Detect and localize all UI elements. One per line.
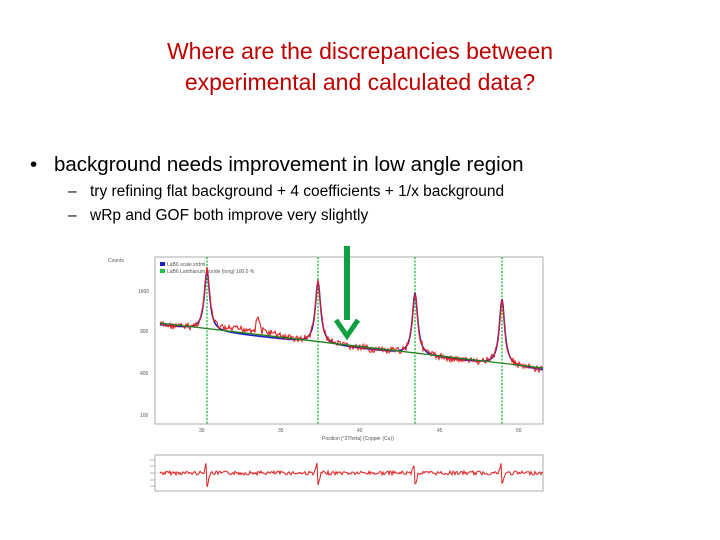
legend-swatch-observed xyxy=(160,262,165,266)
x-tick-label: 35 xyxy=(278,428,284,434)
background-line xyxy=(159,322,544,369)
bullet-text: background needs improvement in low angl… xyxy=(54,153,524,176)
sub-item-1: – try refining flat background + 4 coeffi… xyxy=(68,183,504,201)
title-line-2: experimental and calculated data? xyxy=(184,69,536,95)
y-axis-label: Counts xyxy=(108,258,124,264)
y-tick-label: 100 xyxy=(140,413,149,419)
sub-item-1-text: try refining flat background + 4 coeffic… xyxy=(90,183,505,200)
dash-icon: – xyxy=(68,183,77,200)
x-tick-label: 40 xyxy=(357,428,363,434)
x-tick-label: 45 xyxy=(437,428,443,434)
x-tick-label: 30 xyxy=(199,428,205,434)
sub-item-2: – wRp and GOF both improve very slightly xyxy=(68,207,368,225)
y-tick-label: 900 xyxy=(140,329,149,335)
difference-curve-line xyxy=(159,462,544,488)
y-tick-label: 1600 xyxy=(138,289,149,295)
residual-y-ticks xyxy=(150,459,155,487)
title-line-1: Where are the discrepancies between xyxy=(166,38,554,64)
sub-item-2-text: wRp and GOF both improve very slightly xyxy=(90,207,369,224)
dash-icon: – xyxy=(68,207,77,224)
legend-entry-2: LaB6 Lanthanum boride (long) 100.0 % xyxy=(167,269,255,275)
down-arrow-icon xyxy=(333,246,361,341)
bullet-item: • background needs improvement in low ang… xyxy=(30,153,524,177)
legend-entry-1: LaB6 scale.xrdml xyxy=(167,262,205,268)
x-tick-label: 50 xyxy=(516,428,522,434)
x-axis-label: Position [°2Theta] (Copper (Cu)) xyxy=(322,436,394,442)
legend-swatch-phase xyxy=(160,269,165,273)
y-tick-label: 400 xyxy=(140,371,149,377)
slide-title: Where are the discrepancies between expe… xyxy=(0,36,720,98)
bullet-dot-icon: • xyxy=(30,153,38,176)
